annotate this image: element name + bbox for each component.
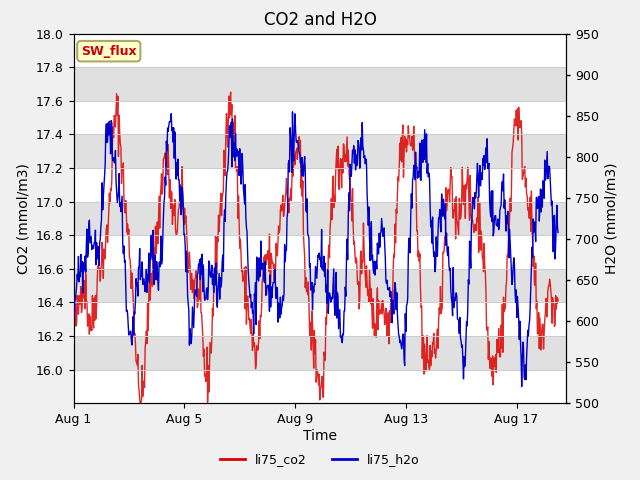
Bar bbox=[74, 67, 566, 101]
Legend: li75_co2, li75_h2o: li75_co2, li75_h2o bbox=[215, 448, 425, 471]
Bar bbox=[74, 202, 566, 235]
Bar bbox=[74, 269, 566, 302]
Y-axis label: H2O (mmol/m3): H2O (mmol/m3) bbox=[605, 163, 619, 274]
Bar bbox=[74, 134, 566, 168]
Text: SW_flux: SW_flux bbox=[81, 45, 136, 58]
Title: CO2 and H2O: CO2 and H2O bbox=[264, 11, 376, 29]
Bar bbox=[74, 336, 566, 370]
Y-axis label: CO2 (mmol/m3): CO2 (mmol/m3) bbox=[17, 163, 31, 274]
X-axis label: Time: Time bbox=[303, 429, 337, 443]
